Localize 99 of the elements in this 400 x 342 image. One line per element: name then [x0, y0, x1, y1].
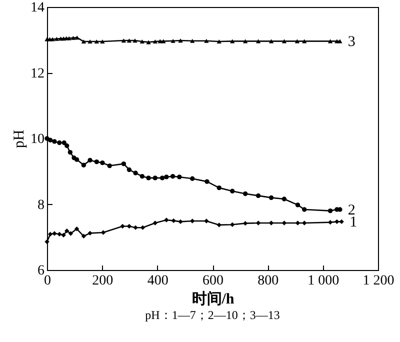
point — [282, 196, 287, 202]
point — [81, 234, 86, 238]
x-tick-label: 600 — [202, 274, 224, 288]
point — [140, 39, 145, 44]
point — [242, 191, 248, 196]
point — [88, 39, 92, 44]
point — [107, 163, 112, 168]
point — [100, 160, 105, 166]
point — [164, 218, 169, 222]
point — [302, 220, 307, 226]
point — [170, 174, 176, 179]
point — [66, 36, 72, 40]
point — [204, 38, 209, 43]
x-tick-label: 1 200 — [362, 274, 394, 288]
point — [64, 228, 70, 234]
x-tick-label: 800 — [258, 274, 279, 288]
y-tick-label: 6 — [38, 264, 44, 278]
point — [74, 36, 80, 40]
point — [126, 167, 132, 172]
point — [52, 139, 57, 144]
y-tick-label: 10 — [30, 132, 44, 147]
point — [57, 140, 62, 146]
point — [121, 38, 126, 43]
point — [48, 138, 53, 142]
point — [190, 38, 195, 43]
point — [170, 38, 176, 43]
series-label: 3 — [348, 34, 356, 50]
text: pH：1—7；2—10；3—13 — [145, 308, 280, 322]
point — [152, 220, 158, 226]
x-tick-label: 1 000 — [308, 274, 340, 288]
point — [74, 157, 80, 162]
point — [121, 161, 126, 166]
point — [132, 38, 138, 43]
point — [126, 38, 132, 43]
point — [268, 195, 274, 200]
point — [178, 219, 183, 224]
point — [216, 185, 222, 190]
point — [152, 39, 158, 44]
point — [216, 39, 222, 44]
point — [81, 39, 86, 44]
point — [230, 222, 235, 227]
point — [62, 140, 66, 146]
point — [256, 39, 261, 44]
point — [295, 202, 300, 208]
point — [94, 39, 99, 44]
y-tick-label: 8 — [38, 198, 44, 213]
point — [328, 208, 333, 214]
point — [48, 232, 53, 237]
point — [190, 218, 195, 224]
point — [160, 176, 165, 180]
point — [204, 179, 210, 184]
point — [61, 232, 66, 238]
point — [133, 225, 138, 230]
point — [242, 220, 248, 226]
point — [120, 224, 125, 229]
x-tick-label: 200 — [92, 274, 114, 288]
point — [302, 207, 307, 212]
series-label: 1 — [350, 214, 358, 231]
point — [178, 38, 183, 43]
point — [282, 39, 287, 44]
x-axis-title: 时间/h — [192, 290, 235, 308]
point — [64, 143, 70, 148]
point — [334, 219, 340, 224]
point — [256, 193, 261, 198]
point — [70, 36, 76, 40]
point — [146, 176, 151, 180]
point — [328, 39, 333, 44]
point — [88, 158, 92, 163]
point — [140, 225, 146, 230]
point — [177, 174, 182, 180]
point — [190, 176, 195, 181]
x-tick-label: 400 — [147, 274, 168, 288]
point — [216, 222, 222, 228]
point — [44, 239, 50, 244]
point — [100, 39, 105, 44]
point — [328, 220, 333, 225]
point — [81, 162, 86, 168]
point — [68, 150, 73, 155]
y-tick-label: 14 — [30, 0, 44, 16]
point — [164, 174, 169, 180]
point — [54, 36, 59, 41]
point — [133, 170, 138, 176]
point — [152, 176, 158, 180]
point — [230, 188, 235, 194]
y-tick-label: 12 — [30, 66, 44, 82]
point — [204, 218, 209, 224]
y-axis-title: pH — [12, 130, 28, 148]
point — [57, 232, 62, 237]
point — [339, 219, 344, 224]
point — [140, 174, 145, 179]
point — [338, 207, 342, 212]
point — [94, 160, 99, 164]
point — [68, 231, 74, 236]
point — [74, 226, 80, 232]
point — [88, 230, 92, 236]
point — [52, 231, 57, 236]
point — [126, 224, 132, 229]
point — [171, 218, 176, 224]
x-tick-label: 0 — [44, 274, 51, 288]
